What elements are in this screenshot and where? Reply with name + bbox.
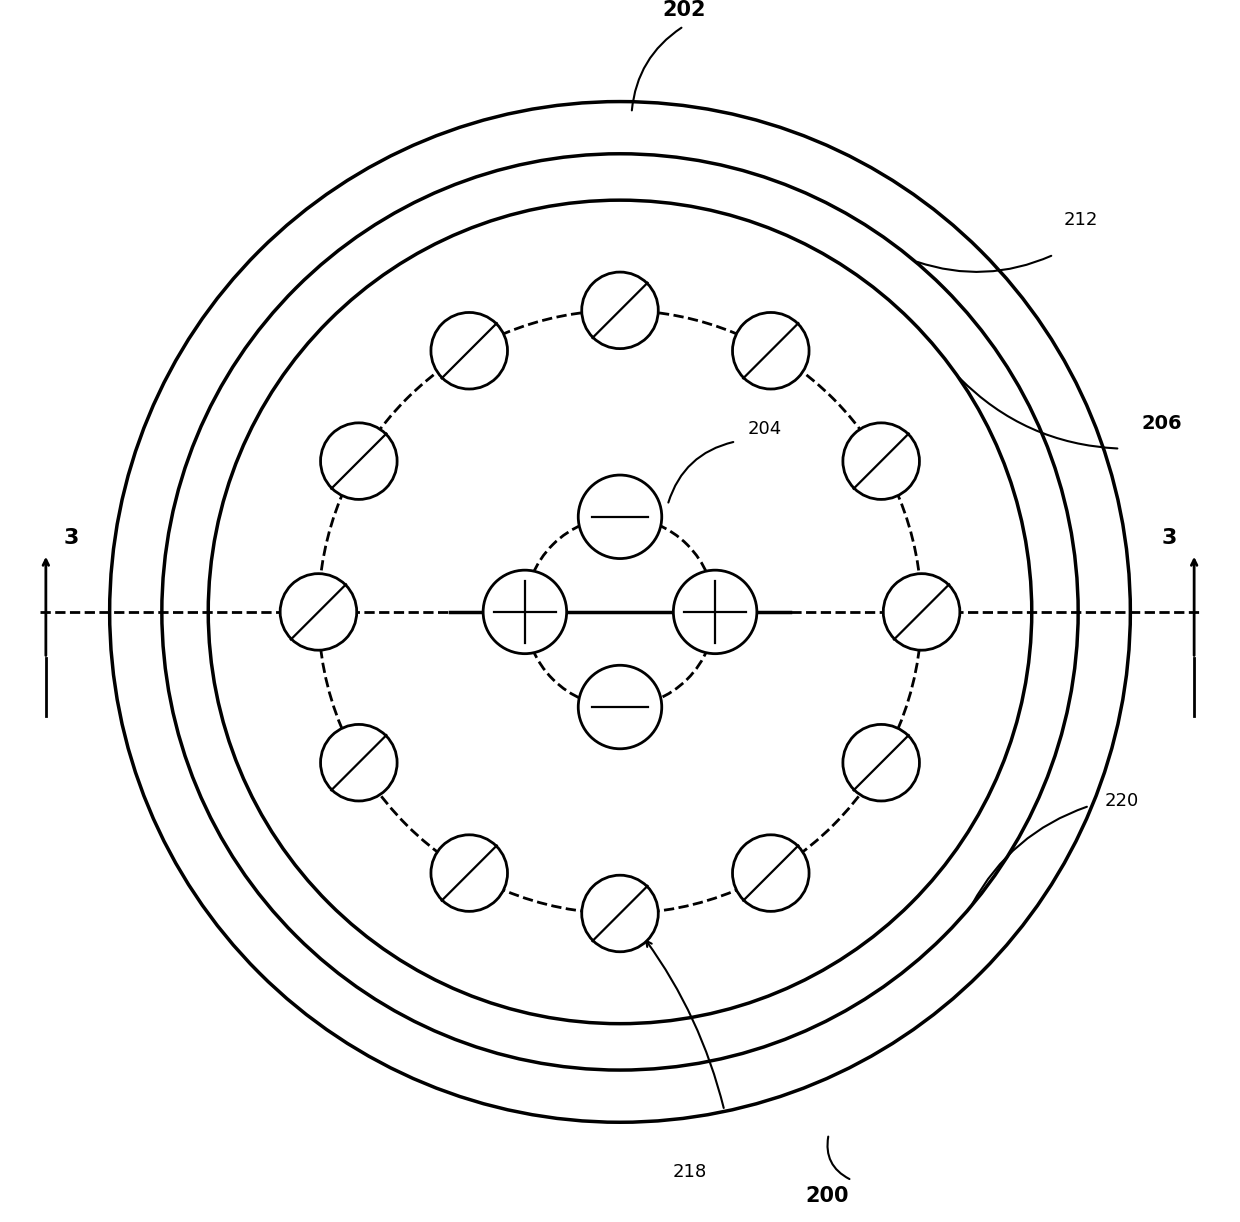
Circle shape bbox=[582, 875, 658, 952]
Circle shape bbox=[843, 423, 919, 500]
Text: 204: 204 bbox=[748, 420, 782, 437]
Text: 202: 202 bbox=[662, 0, 706, 21]
Text: 3: 3 bbox=[1162, 528, 1177, 549]
Circle shape bbox=[733, 313, 808, 389]
Circle shape bbox=[484, 571, 567, 654]
Circle shape bbox=[733, 835, 808, 912]
Circle shape bbox=[578, 475, 662, 558]
Text: 218: 218 bbox=[672, 1163, 707, 1180]
Text: 206: 206 bbox=[1142, 413, 1183, 433]
Text: 212: 212 bbox=[1064, 211, 1099, 230]
Text: 3: 3 bbox=[63, 528, 78, 549]
Circle shape bbox=[578, 665, 662, 749]
Circle shape bbox=[582, 273, 658, 348]
Circle shape bbox=[673, 571, 756, 654]
Circle shape bbox=[432, 313, 507, 389]
Circle shape bbox=[321, 725, 397, 800]
Circle shape bbox=[843, 725, 919, 800]
Circle shape bbox=[321, 423, 397, 500]
Text: 200: 200 bbox=[806, 1187, 849, 1206]
Text: 220: 220 bbox=[1105, 792, 1140, 810]
Circle shape bbox=[432, 835, 507, 912]
Circle shape bbox=[883, 573, 960, 650]
Circle shape bbox=[280, 573, 357, 650]
